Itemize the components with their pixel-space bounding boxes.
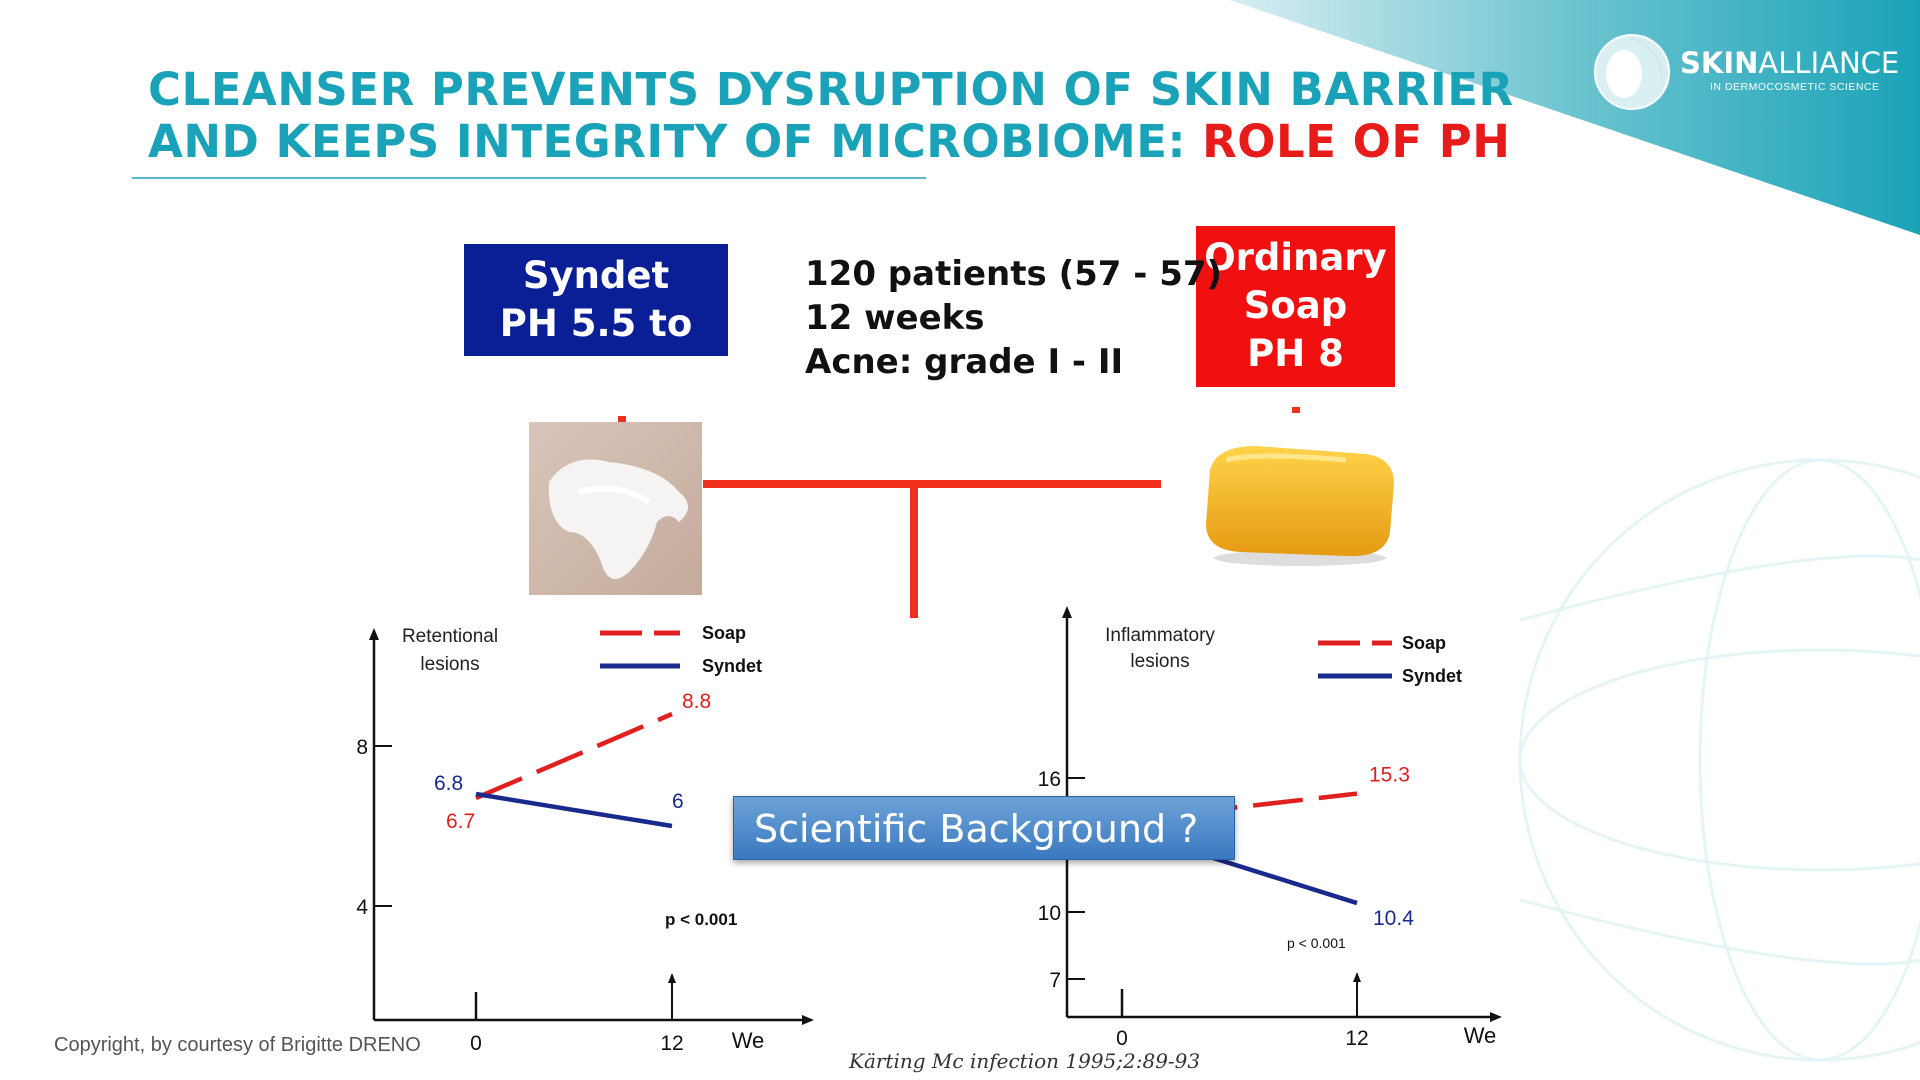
series-line-syndet [475,791,673,829]
scientific-background-banner: Scientific Background ? [733,796,1235,860]
syndet-label-box: Syndet PH 5.5 to 5.6 [464,244,728,393]
chart-retentional-lesions: 4 8 0 12 We Retentional lesions Soap Syndet 6.7 8.… [356,623,814,1055]
y-tick-label: 7 [1049,969,1061,992]
connector-tick-left [618,416,626,422]
chart-title-line: lesions [420,654,479,675]
data-label-syndet: 10.4 [1373,907,1414,930]
x-axis-arrow [1490,1012,1502,1022]
x-tick-arrow [1353,972,1361,982]
logo-brand: SKINALLIANCE [1680,46,1900,80]
y-tick-label: 16 [1038,768,1061,791]
chart-title-line: lesions [1130,651,1189,672]
x-tick-label: 12 [660,1032,683,1055]
legend-label-soap: Soap [702,623,746,643]
y-tick-label: 4 [356,896,368,919]
connector-tick-right [1292,407,1300,413]
copyright-note: Copyright, by courtesy of Brigitte DRENO [54,1034,421,1056]
chart-title-line: Retentional [402,626,498,647]
study-details: 120 patients (57 - 57) 12 weeks Acne: gr… [805,254,1223,382]
legend-label-syndet: Syndet [702,656,762,676]
page-title: CLEANSER PREVENTS DYSRUPTION OF SKIN BAR… [148,64,1514,168]
logo-icon [1594,34,1670,110]
chart-title-line: Inflammatory [1105,625,1215,646]
series-line-soap [475,711,673,801]
cleanser-cream-image [529,422,702,595]
logo-tagline: IN DERMOCOSMETIC SCIENCE [1710,81,1880,93]
x-tick-arrow [668,973,676,983]
data-label-soap: 8.8 [682,690,711,713]
p-value-annotation: p < 0.001 [1287,935,1346,951]
x-tick-label: 0 [1116,1027,1128,1050]
legend-label-soap: Soap [1402,633,1446,653]
y-axis-arrow [369,628,379,640]
data-label-soap: 6.7 [446,810,475,833]
x-axis-label: We [1464,1023,1497,1048]
data-label-syndet: 6.8 [434,772,463,795]
legend-label-syndet: Syndet [1402,666,1462,686]
title-line-1: CLEANSER PREVENTS DYSRUPTION OF SKIN BAR… [148,63,1514,116]
soap-bar-image [1206,446,1394,566]
data-label-syndet: 6 [672,790,684,813]
y-axis-arrow [1062,606,1072,618]
connector-vertical [910,484,918,618]
p-value-annotation: p < 0.001 [665,910,737,929]
data-label-soap: 15.3 [1369,764,1410,787]
x-tick-label: 12 [1345,1027,1368,1050]
connector-horizontal [703,480,1161,488]
y-tick-label: 10 [1038,902,1061,925]
x-tick-label: 0 [470,1032,482,1055]
y-tick-label: 8 [356,736,368,759]
title-underline [132,177,926,179]
x-axis-label: We [732,1028,765,1053]
title-line-2: AND KEEPS INTEGRITY OF MICROBIOME: ROLE … [148,115,1511,168]
citation: Kärting Mc infection 1995;2:89-93 [849,1049,1201,1073]
soap-label-box: Ordinary Soap PH 8 [1196,226,1395,387]
x-axis-arrow [802,1015,814,1025]
